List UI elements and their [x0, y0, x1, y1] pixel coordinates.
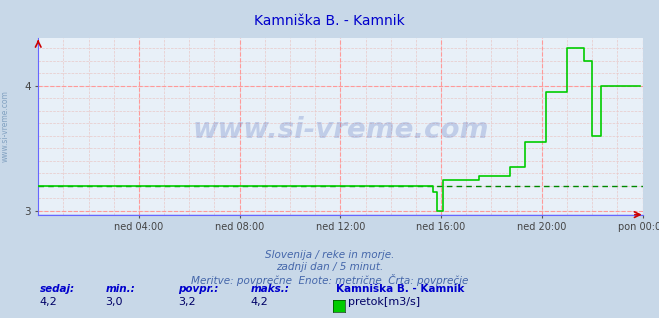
- Text: pretok[m3/s]: pretok[m3/s]: [348, 297, 420, 307]
- Text: povpr.:: povpr.:: [178, 284, 218, 294]
- Text: 4,2: 4,2: [40, 297, 57, 307]
- Text: sedaj:: sedaj:: [40, 284, 74, 294]
- Text: zadnji dan / 5 minut.: zadnji dan / 5 minut.: [276, 262, 383, 272]
- Text: www.si-vreme.com: www.si-vreme.com: [1, 90, 10, 162]
- Text: Meritve: povprečne  Enote: metrične  Črta: povprečje: Meritve: povprečne Enote: metrične Črta:…: [191, 274, 468, 286]
- Text: 3,2: 3,2: [178, 297, 196, 307]
- Text: Kamniška B. - Kamnik: Kamniška B. - Kamnik: [254, 14, 405, 28]
- Text: Kamniška B. - Kamnik: Kamniška B. - Kamnik: [336, 284, 465, 294]
- Text: www.si-vreme.com: www.si-vreme.com: [192, 116, 488, 144]
- Text: maks.:: maks.:: [250, 284, 289, 294]
- Text: Slovenija / reke in morje.: Slovenija / reke in morje.: [265, 250, 394, 259]
- Text: 4,2: 4,2: [250, 297, 268, 307]
- Text: 3,0: 3,0: [105, 297, 123, 307]
- Text: min.:: min.:: [105, 284, 135, 294]
